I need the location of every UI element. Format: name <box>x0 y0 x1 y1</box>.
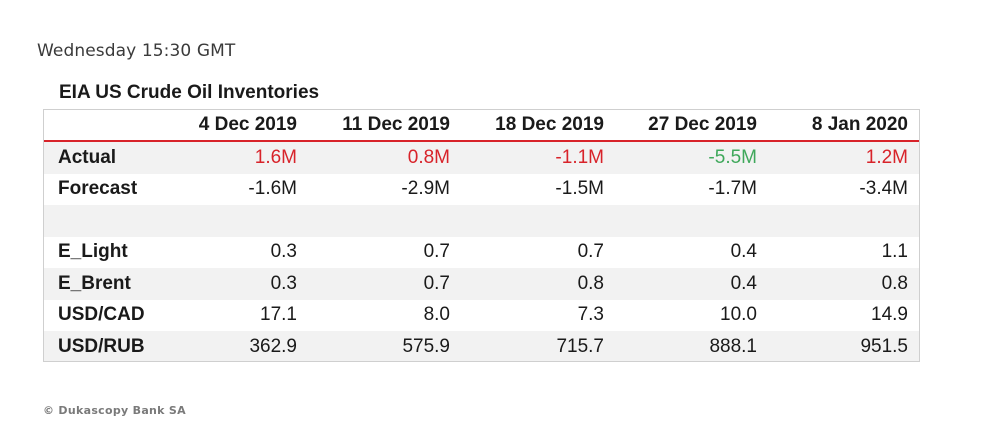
table-cell <box>463 205 617 237</box>
table-cell: 1.1 <box>770 236 919 268</box>
table-cell: -3.4M <box>770 173 919 205</box>
row-label: Actual <box>44 141 171 174</box>
table-cell: -5.5M <box>617 141 770 174</box>
table-row-forecast: Forecast -1.6M -2.9M -1.5M -1.7M -3.4M <box>44 173 919 205</box>
table-row-spacer <box>44 205 919 237</box>
table-cell: 1.2M <box>770 141 919 174</box>
table-cell: -1.1M <box>463 141 617 174</box>
row-label: Forecast <box>44 173 171 205</box>
row-label: E_Light <box>44 236 171 268</box>
column-header: 11 Dec 2019 <box>310 110 463 142</box>
table-row-usd-cad: USD/CAD 17.1 8.0 7.3 10.0 14.9 <box>44 299 919 331</box>
table-row-e-light: E_Light 0.3 0.7 0.7 0.4 1.1 <box>44 236 919 268</box>
column-header: 4 Dec 2019 <box>171 110 310 142</box>
table-cell: 1.6M <box>171 141 310 174</box>
table-cell: 951.5 <box>770 331 919 361</box>
table-cell: -2.9M <box>310 173 463 205</box>
table-cell: 7.3 <box>463 299 617 331</box>
table-cell: 0.8 <box>770 268 919 300</box>
table-cell <box>171 205 310 237</box>
table-cell: -1.6M <box>171 173 310 205</box>
copyright-footer: © Dukascopy Bank SA <box>43 404 186 417</box>
column-header <box>44 110 171 142</box>
table-cell: 0.4 <box>617 268 770 300</box>
table-title: EIA US Crude Oil Inventories <box>59 82 320 103</box>
table-cell: 0.7 <box>463 236 617 268</box>
table-cell: 0.4 <box>617 236 770 268</box>
table-cell: 715.7 <box>463 331 617 361</box>
column-header: 18 Dec 2019 <box>463 110 617 142</box>
table-cell: 8.0 <box>310 299 463 331</box>
table-cell: 0.7 <box>310 236 463 268</box>
table-cell: 14.9 <box>770 299 919 331</box>
table-cell: 17.1 <box>171 299 310 331</box>
timestamp: Wednesday 15:30 GMT <box>37 41 236 61</box>
table-cell: 0.3 <box>171 268 310 300</box>
table-cell <box>310 205 463 237</box>
table-cell: 10.0 <box>617 299 770 331</box>
table-header-row: 4 Dec 2019 11 Dec 2019 18 Dec 2019 27 De… <box>44 110 919 142</box>
inventories-table-container: 4 Dec 2019 11 Dec 2019 18 Dec 2019 27 De… <box>43 109 920 362</box>
row-label <box>44 205 171 237</box>
table-cell: -1.7M <box>617 173 770 205</box>
table-cell <box>770 205 919 237</box>
table-row-usd-rub: USD/RUB 362.9 575.9 715.7 888.1 951.5 <box>44 331 919 361</box>
inventories-table: 4 Dec 2019 11 Dec 2019 18 Dec 2019 27 De… <box>44 110 919 361</box>
table-cell: 362.9 <box>171 331 310 361</box>
table-cell: 0.8M <box>310 141 463 174</box>
row-label: USD/CAD <box>44 299 171 331</box>
table-cell: -1.5M <box>463 173 617 205</box>
table-cell: 888.1 <box>617 331 770 361</box>
table-cell <box>617 205 770 237</box>
column-header: 8 Jan 2020 <box>770 110 919 142</box>
table-cell: 0.7 <box>310 268 463 300</box>
table-cell: 575.9 <box>310 331 463 361</box>
row-label: USD/RUB <box>44 331 171 361</box>
row-label: E_Brent <box>44 268 171 300</box>
table-cell: 0.8 <box>463 268 617 300</box>
column-header: 27 Dec 2019 <box>617 110 770 142</box>
table-row-actual: Actual 1.6M 0.8M -1.1M -5.5M 1.2M <box>44 141 919 174</box>
table-row-e-brent: E_Brent 0.3 0.7 0.8 0.4 0.8 <box>44 268 919 300</box>
table-cell: 0.3 <box>171 236 310 268</box>
